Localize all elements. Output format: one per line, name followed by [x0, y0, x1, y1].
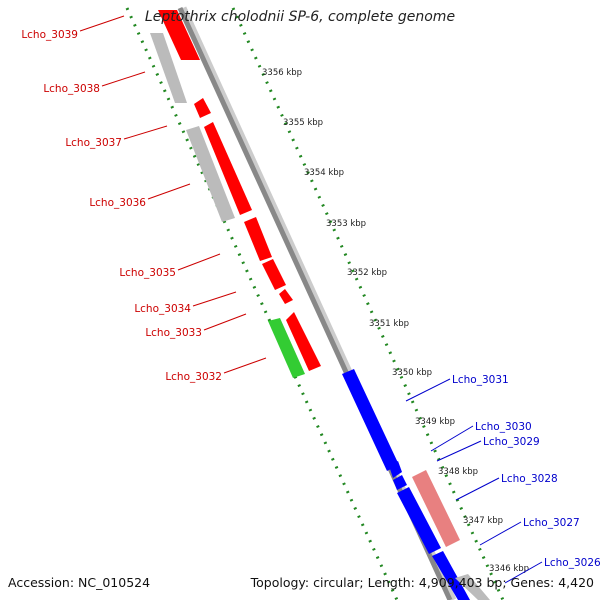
gene-arrow-3029[interactable]: [393, 475, 407, 490]
gene-connector: [479, 521, 522, 546]
gene-arrow-3038-pseudo[interactable]: [150, 33, 187, 103]
gene-arrow-3028[interactable]: [412, 470, 460, 547]
scale-label: 3349 kbp: [415, 417, 455, 427]
gene-label[interactable]: Lcho_3034: [134, 303, 191, 315]
left-tick-track: [125, 7, 399, 600]
gene-connector: [123, 125, 168, 140]
gene-arrow-3027[interactable]: [397, 487, 441, 554]
gene-connector: [192, 291, 237, 307]
gene-arrows: [150, 10, 490, 600]
gene-arrow-3026-pseudo[interactable]: [455, 574, 490, 600]
gene-label[interactable]: Lcho_3036: [89, 197, 146, 209]
gene-connector: [504, 561, 543, 584]
gene-arrow-3033[interactable]: [279, 289, 293, 304]
gene-connector: [101, 71, 146, 87]
scale-label: 3350 kbp: [392, 368, 432, 378]
gene-labels-left: Lcho_3039 Lcho_3038 Lcho_3037 Lcho_3036 Lcho…: [21, 15, 267, 383]
gene-label[interactable]: Lcho_3029: [483, 436, 540, 448]
gene-arrow-3034[interactable]: [262, 259, 286, 290]
scale-label: 3355 kbp: [283, 118, 323, 128]
gene-connector: [430, 425, 474, 452]
scale-label: 3346 kbp: [489, 564, 529, 574]
gene-arrow-3037a[interactable]: [194, 98, 211, 118]
gene-arrow-3035[interactable]: [244, 217, 272, 261]
gene-connector: [455, 477, 500, 501]
gene-arrow-3036-pseudo[interactable]: [186, 126, 235, 222]
gene-connector: [223, 357, 267, 374]
scale-label: 3354 kbp: [304, 168, 344, 178]
right-tick-track: [231, 7, 505, 600]
gene-label[interactable]: Lcho_3027: [523, 517, 580, 529]
scale-labels: 3356 kbp 3355 kbp 3354 kbp 3353 kbp 3352 kbp…: [262, 68, 529, 574]
gene-label[interactable]: Lcho_3026: [544, 557, 600, 569]
gene-connector: [405, 378, 451, 402]
gene-arrow-3037[interactable]: [204, 122, 252, 215]
gene-arrow-3031[interactable]: [342, 369, 399, 471]
gene-label[interactable]: Lcho_3039: [21, 29, 78, 41]
scale-label: 3348 kbp: [438, 467, 478, 477]
scale-label: 3351 kbp: [369, 319, 409, 329]
scale-label: 3356 kbp: [262, 68, 302, 78]
gene-arrow-3026[interactable]: [432, 551, 470, 600]
gene-arrow-3032-rna[interactable]: [268, 318, 305, 378]
gene-connector: [147, 183, 191, 200]
gene-label[interactable]: Lcho_3032: [165, 371, 222, 383]
scale-label: 3347 kbp: [463, 516, 503, 526]
scale-label: 3353 kbp: [326, 219, 366, 229]
gene-label[interactable]: Lcho_3031: [452, 374, 509, 386]
gene-connector: [203, 313, 247, 331]
gene-label[interactable]: Lcho_3030: [475, 421, 532, 433]
gene-connector: [436, 440, 482, 462]
gene-arrow-3032b[interactable]: [286, 312, 321, 371]
gene-label[interactable]: Lcho_3037: [65, 137, 122, 149]
gene-labels-right: Lcho_3031 Lcho_3030 Lcho_3029 Lcho_3028 Lcho…: [405, 374, 600, 584]
scale-label: 3352 kbp: [347, 268, 387, 278]
gene-label[interactable]: Lcho_3035: [119, 267, 176, 279]
gene-connector: [79, 15, 125, 32]
topology-text: Topology: circular; Length: 4,909,403 bp…: [250, 575, 594, 590]
gene-arrow-3039[interactable]: [158, 10, 200, 60]
map-title: Leptothrix cholodnii SP-6, complete geno…: [144, 9, 456, 25]
accession-text: Accession: NC_010524: [8, 575, 151, 590]
gene-label[interactable]: Lcho_3028: [501, 473, 558, 485]
gene-label[interactable]: Lcho_3038: [43, 83, 100, 95]
gene-connector: [177, 253, 221, 271]
gene-arrow-3030[interactable]: [389, 461, 402, 478]
gene-label[interactable]: Lcho_3033: [145, 327, 202, 339]
